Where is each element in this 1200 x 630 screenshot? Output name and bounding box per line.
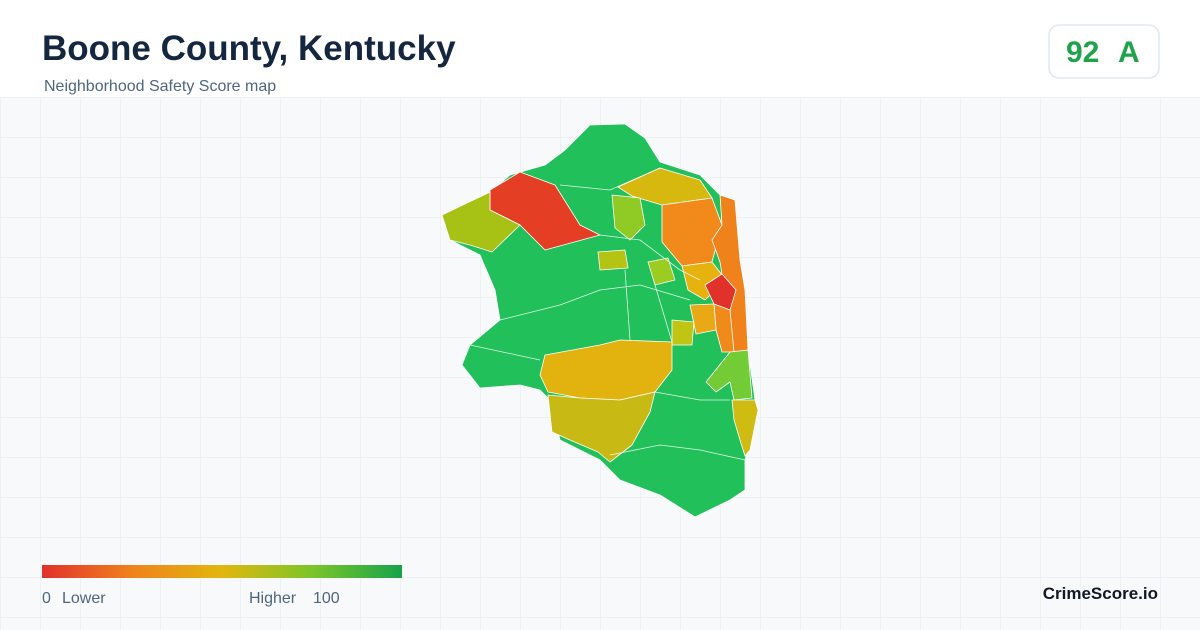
legend-scale [42,565,402,578]
map-region [704,273,737,311]
map-region [705,349,753,401]
legend: 0 Lower Higher 100 [42,565,402,607]
map-boundary [599,234,701,281]
legend-min: 0 [42,590,51,607]
map-region [671,319,695,346]
map-region [611,194,646,241]
legend-max-label: Higher [249,590,297,607]
map-region [547,391,656,463]
map-boundary [559,167,661,191]
badge-grade: A [1118,36,1140,69]
map-region [441,191,521,253]
county-map [441,123,759,518]
map-region [597,249,629,271]
legend-min-label: Lower [62,590,106,607]
map-region [731,399,759,457]
map-boundary [609,444,746,461]
badge-box [1048,24,1160,79]
badge-score: 92 [1066,36,1099,69]
map-region [647,257,676,286]
subtitle: Neighborhood Safety Score map [44,78,276,95]
brand: CrimeScore.io [1043,584,1158,603]
map-boundary [654,284,673,343]
map-boundary [654,391,730,401]
map-boundary [469,344,541,361]
score-badge: 92 A [1048,24,1160,79]
title: Boone County, Kentucky [42,29,456,68]
map-boundary [624,269,631,341]
legend-max: 100 [313,590,340,607]
